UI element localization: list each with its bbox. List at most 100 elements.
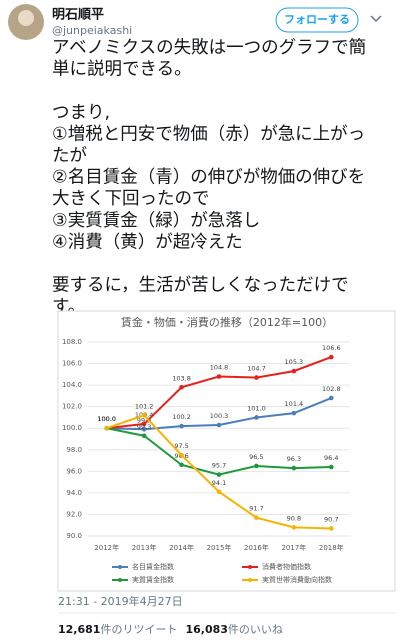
legend-label: 名目賃金指数 [132,562,174,571]
x-tick-label: 2012年 [94,543,119,552]
data-label: 96.5 [249,453,263,461]
chart-frame [57,310,396,592]
data-label: 90.8 [287,514,301,522]
data-label: 100.2 [172,413,191,421]
x-tick-label: 2014年 [169,543,194,552]
legend-label: 実質賃金指数 [132,575,174,584]
data-point [179,384,184,390]
tweet-line: ②名目賃金（青）の伸びが物価の伸びを [52,168,365,188]
legend-dot [118,578,122,582]
data-label: 96.4 [324,454,338,462]
data-point [254,463,259,469]
tweet-line: つまり, [52,103,110,123]
follow-button[interactable] [275,7,359,33]
retweet-count[interactable]: 12,681 [58,623,100,636]
data-point [328,464,334,470]
y-tick-label: 106.0 [62,360,82,368]
data-label: 96.3 [287,455,301,463]
data-label: 99.9 [137,416,151,424]
tweet-line: 要するに，生活が苦しくなっただけで [52,276,349,296]
data-point [328,395,334,401]
data-label: 104.7 [247,365,266,373]
data-point [179,462,184,468]
data-point [254,415,259,420]
data-label: 105.3 [285,358,304,366]
tweet-line: ③実質賃金（緑）が急落し [52,211,260,231]
stats: 12,681件のリツイート 16,083件のいいね [58,623,283,636]
x-tick-label: 2016年 [244,543,269,552]
y-tick-label: 108.0 [62,338,82,346]
data-point [254,515,259,520]
y-tick-label: 94.0 [66,489,82,497]
data-point [141,433,147,439]
data-point [291,525,297,530]
data-point [179,452,184,458]
legend-label: 実質世帯消費動向指数 [262,575,332,584]
user-name[interactable]: 明石順平 [52,8,104,23]
tweet-line: アベノミクスの失敗は一つのグラフで簡 [52,38,366,58]
data-label: 101.2 [135,402,154,410]
tweet-line: 単に説明できる。 [52,60,192,80]
data-label: 101.4 [285,400,304,408]
data-point [291,368,297,374]
avatar-face [18,10,34,26]
x-tick-label: 2013年 [132,543,157,552]
follow-label[interactable]: フォローする [284,13,350,26]
legend-label: 消費者物価指数 [262,562,311,571]
like-label[interactable]: 件のいいね [228,623,283,636]
data-point [216,489,222,495]
legend-dot [118,565,122,569]
data-label: 100.0 [97,415,116,423]
x-tick-label: 2017年 [281,543,306,552]
x-tick-label: 2018年 [319,543,344,552]
chart-title: 賃金・物価・消費の推移（2012年=100） [121,315,333,329]
data-label: 100.0 [97,415,116,423]
data-label: 91.7 [249,505,263,513]
tweet-text: アベノミクスの失敗は一つのグラフで簡単に説明できる。つまり,①増税と円安で物価（… [52,38,366,317]
menu-chevron[interactable] [370,15,382,23]
data-point [216,374,222,379]
user-handle[interactable]: @junpeiakashi [52,24,132,37]
retweet-label[interactable]: 件のリツイート [100,623,177,636]
tweet-line: ①増税と円安で物価（赤）が急に上がっ [52,124,365,144]
data-label: 106.6 [322,344,341,352]
data-label: 99.3 [137,423,151,431]
data-label: 104.8 [210,363,229,371]
data-point [141,412,147,418]
y-tick-label: 104.0 [62,381,82,389]
legend-dot [248,565,252,569]
y-tick-label: 98.0 [66,446,82,454]
data-label: 102.8 [322,385,341,393]
data-point [254,375,259,380]
chart: 90.0 92.0 94.0 96.0 98.0 100.0 102.0 104.0 106.0… [62,338,350,584]
data-point [104,425,110,431]
data-point [141,427,147,432]
y-tick-label: 90.0 [66,532,82,540]
data-label: 90.7 [324,515,338,523]
data-label: 94.1 [212,479,226,487]
data-point [141,421,147,427]
like-count[interactable]: 16,083 [185,623,227,636]
data-point [216,472,222,477]
data-label: 95.7 [212,462,226,470]
x-tick-label: 2015年 [207,543,232,552]
data-point [328,526,334,531]
y-tick-label: 100.0 [62,424,82,432]
tweet-line: たが [52,146,87,166]
data-label: 100.0 [97,415,116,423]
data-label: 103.8 [172,374,191,382]
data-label: 100.3 [210,412,229,420]
data-point [216,422,222,428]
y-tick-label: 92.0 [66,510,82,518]
tweet-line: 大きく下回ったので [52,189,210,209]
y-tick-label: 96.0 [66,467,82,475]
data-label: 101.0 [247,404,266,412]
timestamp: 21:31 - 2019年4月27日 [58,594,183,608]
data-label: 97.5 [174,442,188,450]
legend-dot [248,578,252,582]
data-point [291,465,297,471]
tweet-line: ④消費（黄）が超冷えた [52,232,243,252]
data-point [291,410,297,416]
